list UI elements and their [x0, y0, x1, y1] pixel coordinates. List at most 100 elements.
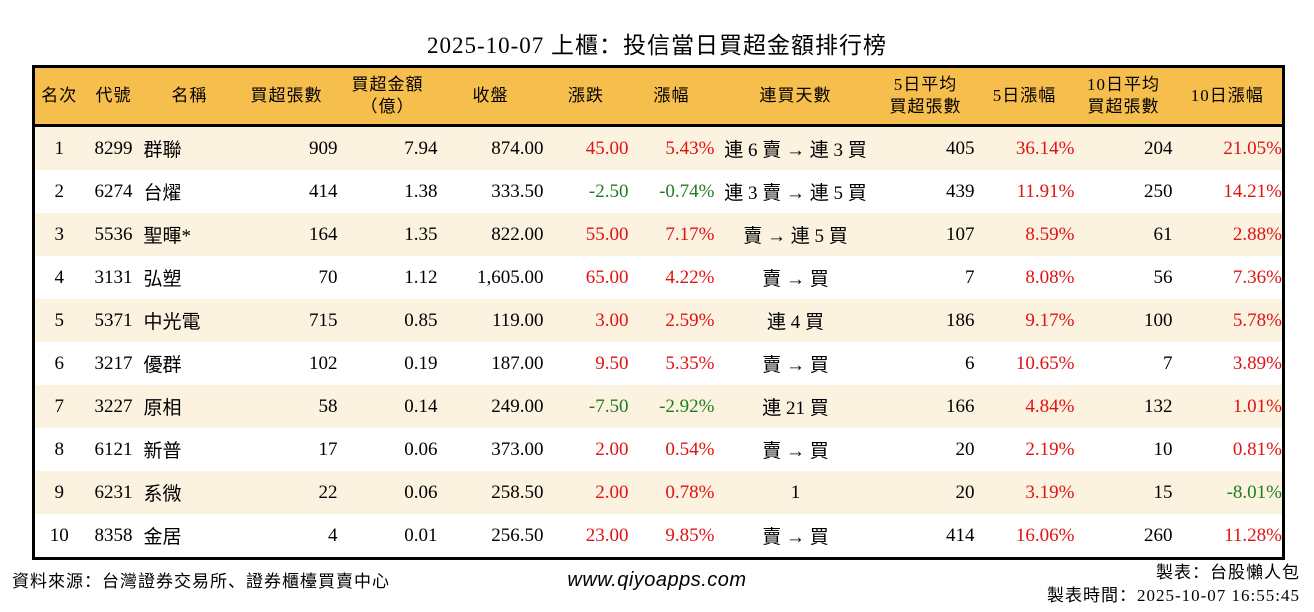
table-row: 6 3217 優群 102 0.19 187.00 9.50 5.35% 賣 → 買 6 10.65…	[33, 342, 1284, 385]
cell-rank: 4	[54, 266, 65, 288]
cell-rank: 2	[54, 180, 65, 202]
table-row: 4 3131 弘塑 70 1.12 1,605.00 65.00 4.22% 賣 → 買 7 8.0…	[33, 256, 1284, 299]
cell-change_pct: -2.92%	[659, 395, 715, 417]
cell-name: 系微	[143, 484, 182, 505]
cell-close: 822.00	[491, 223, 544, 245]
cell-pct_5d: 16.06%	[1015, 524, 1075, 546]
table-row: 8 6121 新普 17 0.06 373.00 2.00 0.54% 賣 → 買 20 2.19%…	[33, 428, 1284, 471]
cell-pct_5d: 36.14%	[1015, 137, 1075, 159]
cell-code: 8299	[94, 137, 133, 159]
cell-avg10d_net_buy_lots: 250	[1144, 180, 1173, 202]
cell-avg5d_net_buy_lots: 20	[955, 481, 975, 503]
table-header: 名次 代號 名稱 買超張數 買超金額 （億） 收盤 漲跌 漲幅 連買天數 5日平…	[33, 66, 1284, 127]
cell-change: 55.00	[585, 223, 629, 245]
cell-pct_10d: 0.81%	[1232, 438, 1282, 460]
cell-change: 2.00	[595, 438, 629, 460]
cell-pct_5d: 8.08%	[1025, 266, 1075, 288]
cell-name: 優群	[143, 355, 182, 376]
cell-avg10d_net_buy_lots: 132	[1144, 395, 1173, 417]
cell-avg5d_net_buy_lots: 186	[946, 309, 975, 331]
cell-code: 8358	[94, 524, 133, 546]
ranking-table-container: 名次 代號 名稱 買超張數 買超金額 （億） 收盤 漲跌 漲幅 連買天數 5日平…	[32, 65, 1285, 560]
cell-rank: 9	[54, 481, 65, 503]
data-source-note: 資料來源：台灣證券交易所、證券櫃檯買賣中心	[12, 572, 390, 591]
cell-avg10d_net_buy_lots: 10	[1153, 438, 1173, 460]
table-row: 10 8358 金居 4 0.01 256.50 23.00 9.85% 賣 → 買 414 16.…	[33, 514, 1284, 559]
cell-avg10d_net_buy_lots: 100	[1144, 309, 1173, 331]
cell-net_buy_lots: 58	[318, 395, 338, 417]
cell-net_buy_amount_100m: 0.06	[404, 481, 438, 503]
cell-avg10d_net_buy_lots: 61	[1153, 223, 1173, 245]
table-row: 1 8299 群聯 909 7.94 874.00 45.00 5.43% 連 6 賣 → 連 …	[33, 125, 1284, 170]
cell-net_buy_amount_100m: 0.06	[404, 438, 438, 460]
cell-avg5d_net_buy_lots: 405	[946, 137, 975, 159]
table-row: 5 5371 中光電 715 0.85 119.00 3.00 2.59% 連 4 買 186 9.…	[33, 299, 1284, 342]
cell-code: 3131	[94, 266, 133, 288]
cell-change: 65.00	[585, 266, 629, 288]
cell-pct_5d: 8.59%	[1025, 223, 1075, 245]
cell-net_buy_lots: 102	[309, 352, 338, 374]
cell-avg10d_net_buy_lots: 56	[1153, 266, 1173, 288]
cell-net_buy_lots: 4	[328, 524, 338, 546]
maker-info: 製表：台股懶人包 製表時間：2025-10-07 16:55:45	[1047, 561, 1300, 607]
cell-net_buy_lots: 414	[309, 180, 338, 202]
cell-avg10d_net_buy_lots: 7	[1163, 352, 1173, 374]
cell-net_buy_lots: 70	[318, 266, 338, 288]
cell-change_pct: 0.54%	[665, 438, 715, 460]
col-header-name: 名稱	[143, 66, 236, 127]
cell-net_buy_amount_100m: 0.19	[404, 352, 438, 374]
cell-name: 新普	[143, 441, 182, 462]
cell-change: 9.50	[595, 352, 629, 374]
cell-close: 874.00	[491, 137, 544, 159]
cell-change: -2.50	[588, 180, 629, 202]
cell-net_buy_amount_100m: 0.85	[404, 309, 438, 331]
cell-change: 23.00	[585, 524, 629, 546]
cell-net_buy_amount_100m: 1.38	[404, 180, 438, 202]
col-header-net-buy-lots: 買超張數	[235, 66, 338, 127]
cell-pct_10d: 14.21%	[1223, 180, 1282, 202]
cell-name: 金居	[143, 527, 182, 548]
col-header-close: 收盤	[437, 66, 544, 127]
col-header-avg5d: 5日平均 買超張數	[876, 66, 975, 127]
cell-buy_streak: 連 21 買	[762, 398, 829, 419]
cell-change: 45.00	[585, 137, 629, 159]
col-header-change-pct: 漲幅	[628, 66, 715, 127]
made-timestamp: 製表時間：2025-10-07 16:55:45	[1046, 586, 1300, 605]
cell-rank: 5	[54, 309, 65, 331]
cell-net_buy_amount_100m: 1.12	[404, 266, 438, 288]
cell-net_buy_lots: 22	[318, 481, 338, 503]
cell-close: 187.00	[491, 352, 544, 374]
cell-net_buy_amount_100m: 0.01	[404, 524, 438, 546]
cell-close: 256.50	[491, 524, 544, 546]
cell-change_pct: 9.85%	[665, 524, 715, 546]
cell-rank: 7	[54, 395, 65, 417]
cell-change_pct: 0.78%	[665, 481, 715, 503]
cell-code: 5371	[94, 309, 133, 331]
cell-change_pct: 4.22%	[665, 266, 715, 288]
table-row: 9 6231 系微 22 0.06 258.50 2.00 0.78% 1 20 3.19% 15 -8…	[33, 471, 1284, 514]
cell-code: 3217	[94, 352, 133, 374]
cell-rank: 3	[54, 223, 65, 245]
cell-buy_streak: 賣 → 買	[762, 269, 829, 290]
cell-pct_10d: 5.78%	[1232, 309, 1282, 331]
table-row: 7 3227 原相 58 0.14 249.00 -7.50 -2.92% 連 21 買 166 4…	[33, 385, 1284, 428]
col-header-avg10d: 10日平均 買超張數	[1074, 66, 1173, 127]
cell-pct_5d: 11.91%	[1016, 180, 1075, 202]
cell-close: 373.00	[491, 438, 544, 460]
cell-change_pct: -0.74%	[659, 180, 715, 202]
cell-pct_10d: 1.01%	[1232, 395, 1282, 417]
cell-change: 2.00	[595, 481, 629, 503]
cell-name: 弘塑	[143, 269, 182, 290]
cell-name: 中光電	[143, 312, 201, 333]
cell-name: 群聯	[143, 140, 182, 161]
cell-code: 5536	[94, 223, 133, 245]
cell-code: 3227	[94, 395, 133, 417]
cell-avg5d_net_buy_lots: 414	[946, 524, 975, 546]
cell-close: 333.50	[491, 180, 544, 202]
cell-net_buy_amount_100m: 7.94	[404, 137, 438, 159]
cell-pct_10d: 2.88%	[1232, 223, 1282, 245]
cell-buy_streak: 賣 → 買	[762, 441, 829, 462]
cell-avg10d_net_buy_lots: 204	[1144, 137, 1173, 159]
website-url: www.qiyoapps.com	[567, 569, 747, 591]
col-header-pct-10d: 10日漲幅	[1172, 66, 1284, 127]
